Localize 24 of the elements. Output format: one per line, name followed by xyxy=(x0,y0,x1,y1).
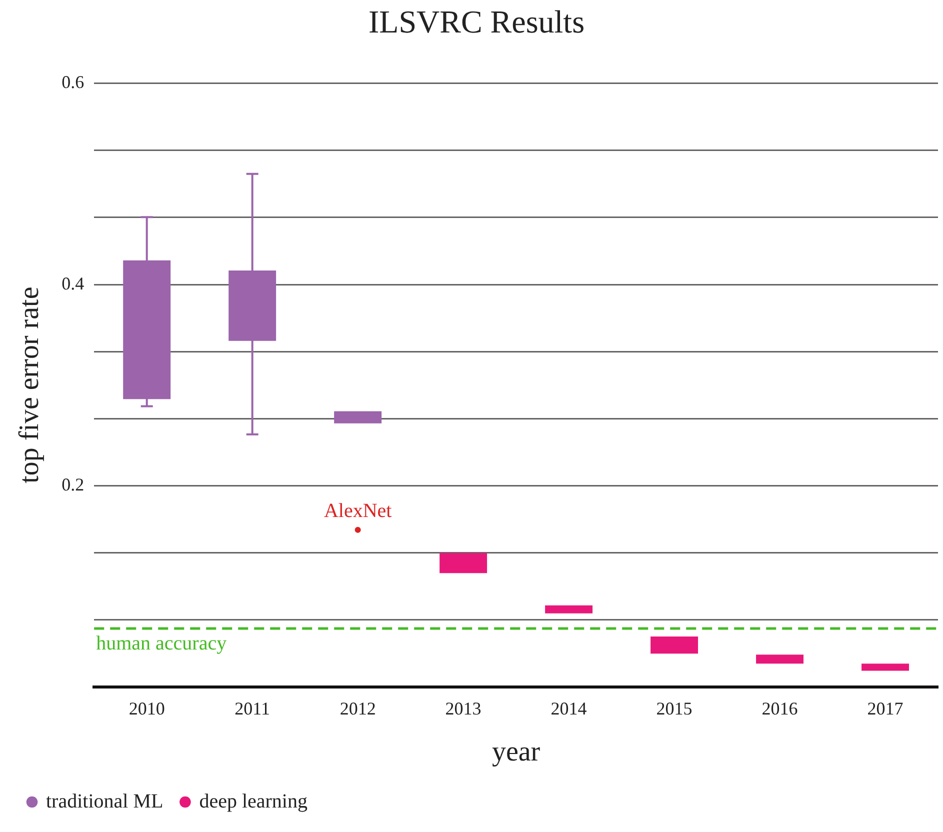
x-tick-label: 2012 xyxy=(340,698,376,718)
bar xyxy=(650,636,698,654)
x-tick-label: 2015 xyxy=(656,698,692,718)
x-tick-label: 2010 xyxy=(128,698,165,718)
bar xyxy=(545,605,593,614)
annotation: AlexNet xyxy=(324,500,392,522)
x-tick-label: 2011 xyxy=(234,698,270,718)
bar xyxy=(756,654,804,664)
legend-label: deep learning xyxy=(199,790,308,812)
y-tick-label: 0.2 xyxy=(62,474,84,494)
bar xyxy=(862,664,909,671)
y-axis-title: top five error rate xyxy=(14,286,46,484)
bar xyxy=(440,553,488,574)
ref-line-label: human accuracy xyxy=(96,632,227,655)
x-tick-label: 2016 xyxy=(762,698,798,718)
y-tick-label: 0.4 xyxy=(62,273,84,294)
chart-title: ILSVRC Results xyxy=(368,4,585,40)
legend-label: traditional ML xyxy=(46,790,164,812)
bar xyxy=(334,411,382,424)
x-tick-label: 2017 xyxy=(867,698,904,718)
x-tick-label: 2013 xyxy=(445,698,482,718)
x-tick-label: 2014 xyxy=(550,698,587,718)
x-axis-title: year xyxy=(492,736,541,768)
y-tick-label: 0.6 xyxy=(62,72,84,92)
